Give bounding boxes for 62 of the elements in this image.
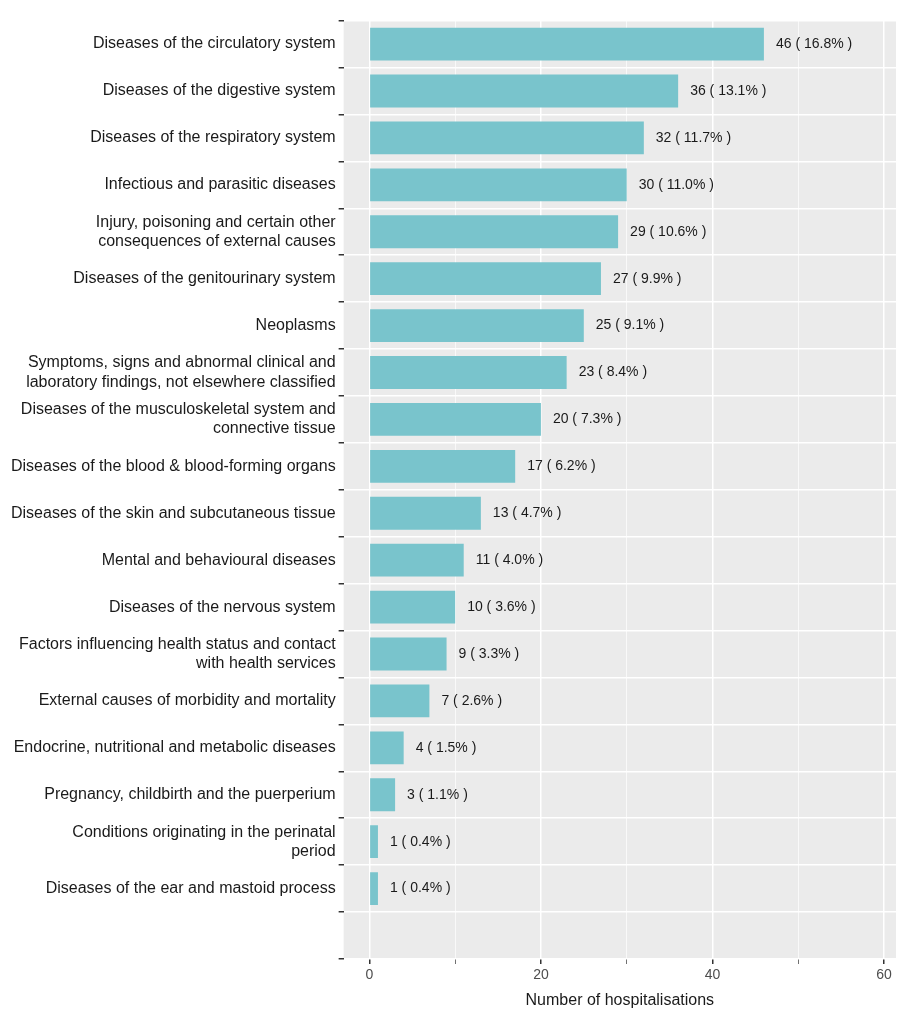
data-label: 30 ( 11.0% ): [638, 175, 714, 192]
bar: [370, 309, 584, 342]
x-tick-label: 40: [704, 966, 721, 983]
bar: [370, 778, 396, 812]
data-label: 3 ( 1.1% ): [407, 785, 468, 802]
data-label: 46 ( 16.8% ): [775, 34, 853, 51]
data-label: 11 ( 4.0% ): [475, 551, 544, 568]
bar: [370, 731, 404, 765]
bar: [370, 403, 541, 436]
y-tick-label: Infectious and parasitic diseases: [104, 175, 336, 193]
y-tick-label: Pregnancy, childbirth and the puerperium: [44, 785, 336, 803]
y-tick-label: Diseases of the ear and mastoid process: [45, 879, 336, 897]
bar: [370, 27, 764, 61]
y-tick-label: Diseases of the blood & blood-forming organs: [11, 456, 336, 474]
data-label: 23 ( 8.4% ): [578, 363, 648, 380]
data-label: 7 ( 2.6% ): [441, 691, 503, 708]
y-tick-label: Diseases of the digestive system: [102, 81, 336, 99]
data-label: 29 ( 10.6% ): [630, 222, 707, 239]
bar: [370, 496, 481, 530]
y-tick-label: Neoplasms: [255, 315, 336, 333]
bar: [370, 684, 430, 718]
bar: [370, 825, 378, 859]
bar: [370, 872, 378, 906]
y-tick-label: Diseases of the skin and subcutaneous tissue: [11, 503, 336, 521]
x-tick-label: 0: [365, 966, 374, 983]
data-label: 27 ( 9.9% ): [612, 269, 682, 286]
data-label: 36 ( 13.1% ): [690, 81, 767, 98]
y-tick-label: Factors influencing health status and contact with health services: [19, 634, 337, 672]
x-tick-label: 20: [533, 966, 549, 983]
y-tick-label: Endocrine, nutritional and metabolic diseases: [13, 738, 336, 756]
y-tick-label: Diseases of the genitourinary system: [73, 269, 336, 287]
y-tick-label: Diseases of the musculoskeletal system and connective tissue: [20, 400, 336, 437]
data-label: 17 ( 6.2% ): [527, 457, 596, 474]
y-tick-label: Diseases of the nervous system: [108, 597, 336, 615]
y-tick-label: Injury, poisoning and certain other consequences of external causes: [95, 212, 337, 249]
bar: [370, 637, 447, 671]
bar: [370, 543, 464, 577]
bar: [370, 356, 567, 389]
y-tick-label: Diseases of the respiratory system: [90, 128, 336, 146]
data-label: 13 ( 4.7% ): [492, 504, 562, 521]
data-label: 9 ( 3.3% ): [458, 644, 520, 661]
bar: [370, 215, 619, 249]
y-tick-label: Symptoms, signs and abnormal clinical and laboratory findings, not elsewhere classified: [26, 353, 336, 390]
data-label: 1 ( 0.4% ): [389, 832, 451, 849]
x-axis-title: Number of hospitalisations: [525, 990, 715, 1008]
data-label: 1 ( 0.4% ): [389, 879, 451, 896]
data-label: 10 ( 3.6% ): [467, 597, 536, 614]
bar: [370, 121, 644, 155]
data-label: 32 ( 11.7% ): [655, 128, 732, 145]
x-tick-label: 60: [876, 966, 892, 983]
bar: [370, 449, 516, 483]
bar: [370, 74, 679, 108]
data-label: 20 ( 7.3% ): [552, 410, 622, 427]
bar: [370, 590, 456, 624]
bar: [370, 262, 601, 296]
y-tick-label: Mental and behavioural diseases: [101, 550, 336, 568]
bar: [370, 168, 627, 202]
y-tick-label: Diseases of the circulatory system: [92, 34, 336, 52]
data-label: 4 ( 1.5% ): [415, 738, 477, 755]
y-tick-label: Conditions originating in the perinatal period: [72, 822, 336, 859]
y-tick-label: External causes of morbidity and mortality: [38, 691, 336, 709]
data-label: 25 ( 9.1% ): [595, 316, 665, 333]
